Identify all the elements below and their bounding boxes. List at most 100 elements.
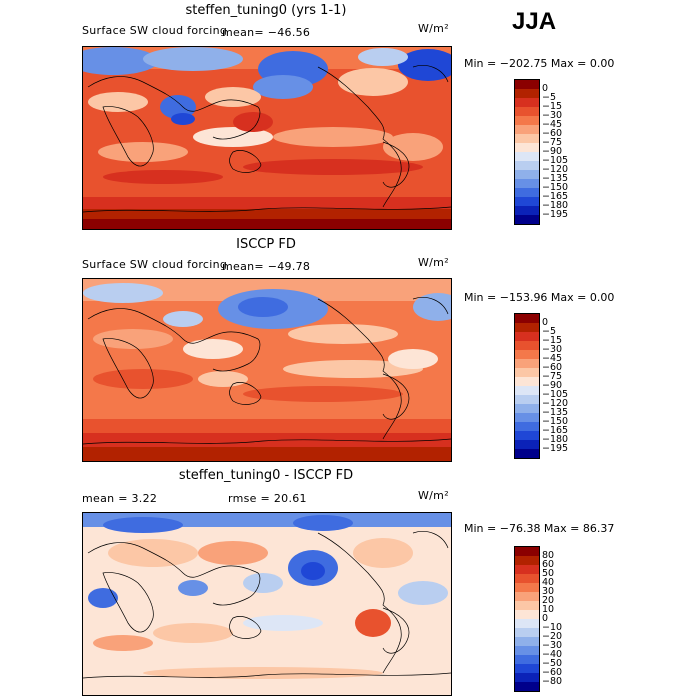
colorbar-swatch (515, 440, 539, 449)
panel-2-map (82, 278, 452, 462)
colorbar-swatch (515, 395, 539, 404)
panel-1-title: steffen_tuning0 (yrs 1-1) (185, 3, 347, 18)
panel-2-mean: mean= −49.78 (222, 260, 311, 273)
colorbar-tick-label: −90 (542, 380, 563, 391)
panel-1-units: W/m² (418, 22, 449, 35)
colorbar-tick-label: −30 (542, 110, 563, 121)
colorbar-tick-label: −180 (542, 434, 569, 445)
colorbar-swatch (515, 89, 539, 98)
colorbar-tick-label: −15 (542, 335, 563, 346)
colorbar-tick-label: −45 (542, 353, 563, 364)
colorbar-swatch (515, 107, 539, 116)
colorbar-tick-label: −180 (542, 200, 569, 211)
panel-3-map (82, 512, 452, 696)
colorbar-tick-label: −45 (542, 119, 563, 130)
panel-2-map-svg (83, 279, 451, 461)
panel-3-colorbar (514, 546, 540, 692)
colorbar-tick-label: −50 (542, 658, 563, 669)
colorbar-swatch (515, 98, 539, 107)
panel-1-colorbar-labels: 0 −5 −15 −30 −45 −60 −75 −90 −105 −120 −135 −150 −16… (542, 83, 569, 220)
colorbar-swatch (515, 628, 539, 637)
colorbar-tick-label: −195 (542, 443, 569, 454)
colorbar-swatch (515, 422, 539, 431)
panel-3-colorbar-labels: 80 60 50 40 30 20 10 0 −10 −20 −30 −40 −50 −60 −80 (542, 550, 563, 687)
colorbar-tick-label: −165 (542, 425, 569, 436)
colorbar-tick-label: −10 (542, 622, 563, 633)
colorbar-tick-label: 80 (542, 550, 555, 561)
colorbar-tick-label: 10 (542, 604, 555, 615)
panel-2-colorbar (514, 313, 540, 459)
panel-1-field-label: Surface SW cloud forcing (82, 24, 228, 37)
panel-3-mean: mean = 3.22 (82, 492, 158, 505)
colorbar-tick-label: −60 (542, 128, 563, 139)
season-label: JJA (512, 8, 557, 35)
colorbar-swatch (515, 583, 539, 592)
colorbar-tick-label: −120 (542, 164, 569, 175)
colorbar-swatch (515, 206, 539, 215)
colorbar-swatch (515, 682, 539, 691)
colorbar-swatch (515, 368, 539, 377)
panel-3-units: W/m² (418, 489, 449, 502)
colorbar-swatch (515, 637, 539, 646)
colorbar-swatch (515, 125, 539, 134)
colorbar-swatch (515, 323, 539, 332)
colorbar-swatch (515, 170, 539, 179)
colorbar-swatch (515, 574, 539, 583)
colorbar-tick-label: −165 (542, 191, 569, 202)
colorbar-tick-label: −30 (542, 344, 563, 355)
colorbar-swatch (515, 350, 539, 359)
colorbar-tick-label: −195 (542, 209, 569, 220)
colorbar-swatch (515, 547, 539, 556)
colorbar-swatch (515, 610, 539, 619)
colorbar-swatch (515, 215, 539, 224)
panel-1-colorbar (514, 79, 540, 225)
colorbar-tick-label: −150 (542, 416, 569, 427)
colorbar-tick-label: −40 (542, 649, 563, 660)
panel-1-map (82, 46, 452, 230)
colorbar-tick-label: 0 (542, 613, 549, 624)
colorbar-swatch (515, 646, 539, 655)
panel-2-units: W/m² (418, 256, 449, 269)
colorbar-tick-label: −20 (542, 631, 563, 642)
colorbar-swatch (515, 80, 539, 89)
panel-3-title: steffen_tuning0 - ISCCP FD (178, 468, 354, 483)
colorbar-swatch (515, 161, 539, 170)
colorbar-tick-label: −150 (542, 182, 569, 193)
colorbar-tick-label: −80 (542, 676, 563, 687)
colorbar-tick-label: −60 (542, 667, 563, 678)
colorbar-tick-label: −15 (542, 101, 563, 112)
panel-3-map-svg (83, 513, 451, 695)
colorbar-tick-label: −105 (542, 389, 569, 400)
colorbar-swatch (515, 332, 539, 341)
panel-1-map-svg (83, 47, 451, 229)
colorbar-swatch (515, 386, 539, 395)
colorbar-swatch (515, 188, 539, 197)
colorbar-swatch (515, 619, 539, 628)
colorbar-tick-label: 60 (542, 559, 555, 570)
colorbar-swatch (515, 359, 539, 368)
colorbar-tick-label: −135 (542, 173, 569, 184)
colorbar-swatch (515, 314, 539, 323)
colorbar-swatch (515, 556, 539, 565)
colorbar-swatch (515, 143, 539, 152)
colorbar-swatch (515, 152, 539, 161)
colorbar-swatch (515, 116, 539, 125)
colorbar-tick-label: 50 (542, 568, 555, 579)
colorbar-tick-label: 20 (542, 595, 555, 606)
colorbar-tick-label: 0 (542, 83, 549, 94)
colorbar-tick-label: −90 (542, 146, 563, 157)
colorbar-swatch (515, 179, 539, 188)
colorbar-tick-label: −5 (542, 92, 557, 103)
colorbar-swatch (515, 134, 539, 143)
colorbar-swatch (515, 592, 539, 601)
colorbar-tick-label: −105 (542, 155, 569, 166)
colorbar-tick-label: −60 (542, 362, 563, 373)
colorbar-tick-label: −75 (542, 371, 563, 382)
panel-2-title: ISCCP FD (236, 237, 296, 252)
colorbar-swatch (515, 341, 539, 350)
colorbar-swatch (515, 449, 539, 458)
colorbar-swatch (515, 404, 539, 413)
colorbar-swatch (515, 431, 539, 440)
colorbar-tick-label: 30 (542, 586, 555, 597)
colorbar-tick-label: −5 (542, 326, 557, 337)
